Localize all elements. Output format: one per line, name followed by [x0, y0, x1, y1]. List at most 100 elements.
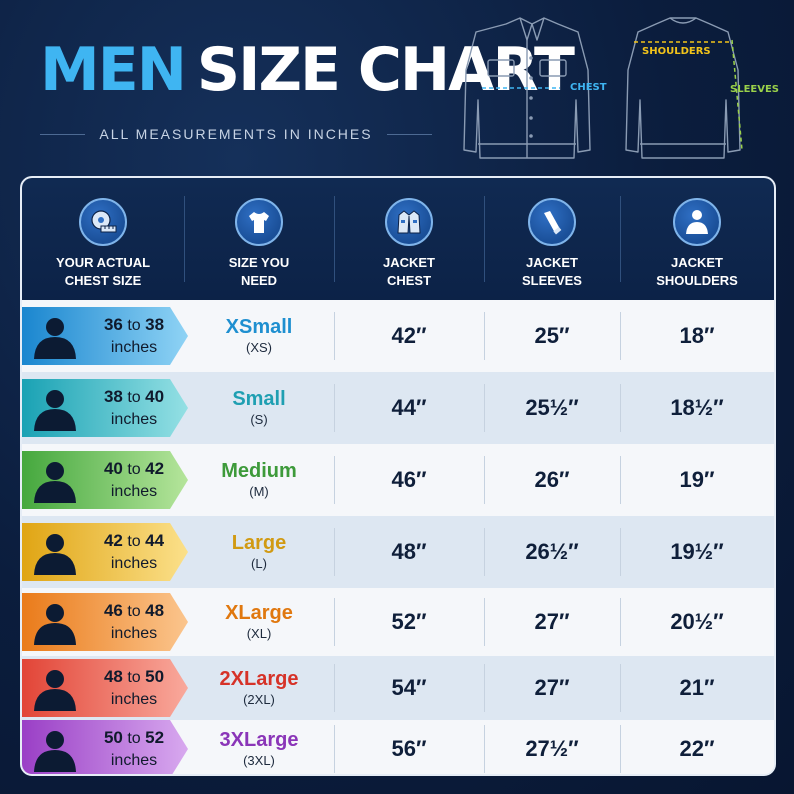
chest-range-to-word: to: [127, 533, 141, 550]
size-cell: XLarge (XL): [184, 590, 334, 654]
jacket-shoulders-value: 22″: [679, 736, 715, 761]
chest-range-from: 38: [103, 387, 123, 406]
jacket-sleeves-value: 25½″: [525, 395, 579, 420]
jacket-chest-value: 52″: [391, 609, 427, 634]
chest-range-to-word: to: [127, 461, 141, 478]
page-title: MEN SIZE CHART: [40, 40, 575, 100]
header-jacket-sleeves-label: JACKET SLEEVES: [522, 255, 582, 288]
header-chest-size-label: YOUR ACTUAL CHEST SIZE: [55, 255, 151, 288]
size-cell: 3XLarge (3XL): [184, 717, 334, 774]
person-shoulders-icon: [673, 198, 721, 246]
jacket-chest-value: 56″: [391, 736, 427, 761]
chest-range-to-word: to: [127, 669, 141, 686]
size-cell: Small (S): [184, 376, 334, 440]
row-divider: [484, 384, 485, 432]
jacket-chest-value: 44″: [391, 395, 427, 420]
jacket-icon: [385, 198, 433, 246]
size-table: YOUR ACTUAL CHEST SIZE SIZE YOU NEED JAC…: [20, 176, 776, 776]
chest-range-to-word: to: [127, 317, 141, 334]
sleeves-label: SLEEVES: [730, 84, 780, 95]
jacket-sleeves-value: 25″: [534, 323, 570, 348]
row-divider: [334, 528, 335, 576]
chest-range-to: 48: [145, 601, 165, 620]
tshirt-icon: [235, 198, 283, 246]
row-divider: [334, 598, 335, 646]
chest-range-unit: inches: [110, 752, 158, 769]
row-divider: [620, 456, 621, 504]
jacket-chest-value: 54″: [391, 675, 427, 700]
row-divider: [620, 664, 621, 712]
size-cell: Large (L): [184, 520, 334, 584]
header-jacket-chest: JACKET CHEST: [334, 178, 484, 300]
header-chest-size: YOUR ACTUAL CHEST SIZE: [22, 178, 184, 300]
person-silhouette-icon: [32, 667, 78, 716]
chest-range-arrow: 48 to 50 inches: [22, 659, 190, 717]
size-name: Medium: [221, 460, 297, 482]
person-silhouette-icon: [32, 459, 78, 508]
chest-range-unit: inches: [110, 483, 158, 500]
chest-range-to: 44: [145, 531, 165, 550]
subtitle-row: ALL MEASUREMENTS IN INCHES: [40, 126, 433, 142]
chest-range-text: 42 to 44 inches: [90, 530, 178, 575]
table-row: 48 to 50 inches 2XLarge (2XL) 54″ 27″ 21…: [22, 656, 774, 720]
row-divider: [334, 456, 335, 504]
size-abbr: (2XL): [243, 692, 275, 707]
size-name: 2XLarge: [219, 668, 299, 690]
table-row: 36 to 38 inches XSmall (XS) 42″ 25″ 18″: [22, 300, 774, 372]
size-cell: 2XLarge (2XL): [184, 656, 334, 720]
jacket-sleeves-value: 27″: [534, 675, 570, 700]
row-divider: [334, 725, 335, 773]
title-men: MEN: [40, 35, 187, 105]
jacket-sleeves-value: 27½″: [525, 736, 579, 761]
chest-range-from: 50: [103, 728, 123, 747]
jacket-chest-value: 46″: [391, 467, 427, 492]
row-divider: [334, 312, 335, 360]
chest-range-from: 36: [103, 315, 123, 334]
header-divider: [334, 196, 335, 282]
jacket-shoulders-value: 20½″: [670, 609, 724, 634]
sleeve-icon: [528, 198, 576, 246]
divider-left: [40, 133, 86, 135]
row-divider: [484, 456, 485, 504]
jacket-shoulders-value: 18½″: [670, 395, 724, 420]
size-abbr: (L): [251, 556, 267, 571]
row-divider: [484, 528, 485, 576]
size-name: Small: [232, 388, 286, 410]
person-silhouette-icon: [32, 601, 78, 650]
person-silhouette-icon: [32, 387, 78, 436]
chest-range-unit: inches: [110, 555, 158, 572]
row-divider: [620, 312, 621, 360]
divider-right: [386, 133, 433, 135]
size-cell: XSmall (XS): [184, 304, 334, 368]
chest-range-text: 38 to 40 inches: [90, 386, 178, 431]
table-row: 46 to 48 inches XLarge (XL) 52″ 27″ 20½″: [22, 588, 774, 656]
person-silhouette-icon: [32, 531, 78, 580]
row-divider: [620, 528, 621, 576]
chest-label: CHEST: [570, 82, 607, 93]
chest-range-to: 40: [145, 387, 165, 406]
chest-range-from: 46: [103, 601, 123, 620]
jacket-diagram: CHEST SHOULDERS SLEEVES: [448, 10, 780, 170]
header-jacket-chest-label: JACKET CHEST: [382, 255, 435, 288]
size-abbr: (3XL): [243, 753, 275, 768]
size-name: XSmall: [225, 316, 293, 338]
header-size: SIZE YOU NEED: [184, 178, 334, 300]
chest-range-to-word: to: [127, 389, 141, 406]
jacket-sleeves-value: 27″: [534, 609, 570, 634]
header-size-label: SIZE YOU NEED: [228, 255, 290, 288]
jacket-chest-value: 48″: [391, 539, 427, 564]
row-divider: [620, 598, 621, 646]
chest-range-unit: inches: [110, 339, 158, 356]
title-block: MEN SIZE CHART: [40, 40, 575, 100]
title-size-chart: SIZE CHART: [196, 35, 575, 105]
chest-range-arrow: 40 to 42 inches: [22, 451, 190, 509]
chest-range-text: 46 to 48 inches: [90, 600, 178, 645]
chest-range-to: 42: [145, 459, 165, 478]
row-divider: [484, 312, 485, 360]
shoulders-label: SHOULDERS: [642, 46, 711, 57]
jacket-shoulders-value: 21″: [679, 675, 715, 700]
row-divider: [334, 664, 335, 712]
size-cell: Medium (M): [184, 448, 334, 512]
chest-range-to: 38: [145, 315, 165, 334]
header-jacket-shoulders-label: JACKET SHOULDERS: [656, 255, 738, 288]
